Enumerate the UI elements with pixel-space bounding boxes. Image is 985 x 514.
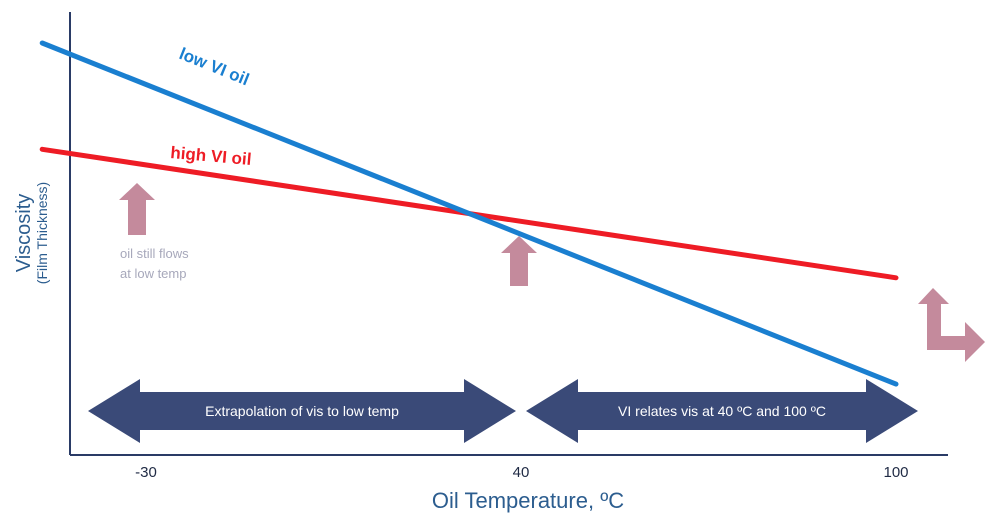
right-range-arrow [526, 379, 918, 443]
note-line-2: at low temp [120, 266, 186, 281]
left-range-arrow-text: Extrapolation of vis to low temp [205, 403, 399, 419]
up-arrow-icon [501, 236, 537, 286]
series-label-low-vi: low VI oil [177, 44, 252, 89]
y-axis-title: Viscosity [13, 194, 35, 273]
x-axis-title: Oil Temperature, ºC [432, 488, 624, 513]
up-arrow-icon [119, 183, 155, 235]
x-tick-label: 100 [883, 464, 908, 481]
left-range-arrow [88, 379, 516, 443]
x-tick-label: 40 [513, 464, 530, 481]
series-line-low-vi [39, 40, 899, 387]
series-label-high-vi: high VI oil [170, 143, 253, 169]
note-line-1: oil still flows [120, 246, 189, 261]
x-tick-label: -30 [135, 464, 157, 481]
right-range-arrow-text: VI relates vis at 40 ºC and 100 ºC [618, 403, 826, 419]
bent-arrow-icon [918, 288, 985, 362]
y-axis-subtitle: (Film Thickness) [34, 182, 50, 284]
